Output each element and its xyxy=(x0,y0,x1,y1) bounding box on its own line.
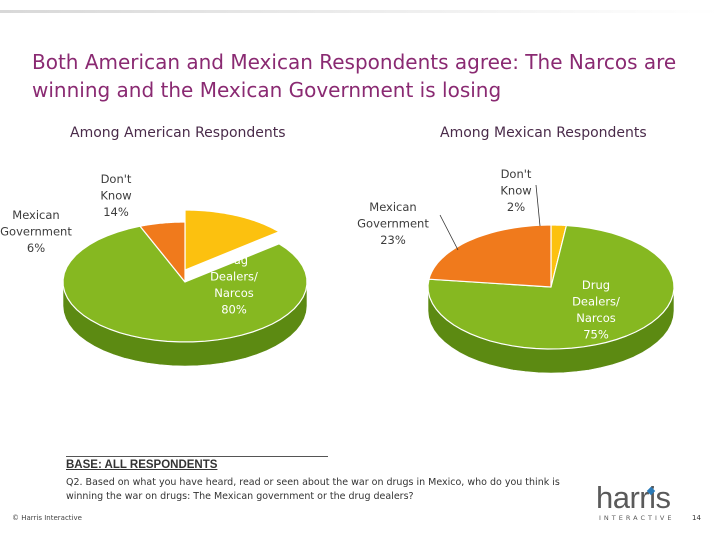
pie-american-label-2: Mexican Government 6% xyxy=(0,208,72,255)
pie-american-label-1-line-1: Dealers/ xyxy=(210,270,258,284)
pie-mexican-label-2: Mexican Government 23% xyxy=(357,200,429,247)
pie-mexican-label-0-line-1: Know xyxy=(500,184,531,198)
pie-mexican-slice-2 xyxy=(428,224,552,288)
pie-mexican-leader-0 xyxy=(535,184,541,227)
pie-mexican-label-0-line-2: 2% xyxy=(507,200,525,214)
top-divider xyxy=(0,10,720,13)
pie-mexican-label-2-line-0: Mexican xyxy=(369,200,416,214)
chart-title-mexican: Among Mexican Respondents xyxy=(440,125,647,141)
pie-american-label-0-line-0: Don't xyxy=(101,172,132,186)
question-text: Q2. Based on what you have heard, read o… xyxy=(66,477,560,502)
base-divider xyxy=(66,456,328,457)
pie-mexican-leader-1 xyxy=(439,214,459,251)
pie-mexican-label-1-line-3: 75% xyxy=(583,328,609,342)
pie-charts: Don't Know 14% Drug Dealers/Narcos 80% Mexican… xyxy=(0,167,675,374)
pie-american-slice-0 xyxy=(184,209,280,271)
harris-logo: harris INTERACTIVE xyxy=(596,480,691,526)
pie-american-label-2-line-1: Government xyxy=(0,225,72,239)
pie-mexican-label-2-line-1: Government xyxy=(357,217,429,231)
pie-american-label-1: Drug Dealers/Narcos 80% xyxy=(210,253,258,317)
pie-mexican-label-1-line-1: Dealers/ xyxy=(572,295,620,309)
pie-mexican-label-1-line-0: Drug xyxy=(582,278,610,292)
page-number: 14 xyxy=(692,514,701,522)
pie-american-label-0: Don't Know 14% xyxy=(100,172,132,219)
pie-american-label-2-line-2: 6% xyxy=(27,241,45,255)
pie-american-label-2-line-0: Mexican xyxy=(12,208,59,222)
pie-mexican-label-2-line-2: 23% xyxy=(380,233,406,247)
copyright: © Harris Interactive xyxy=(12,514,82,522)
pie-mexican-label-1: Drug Dealers/Narcos 75% xyxy=(572,278,620,342)
pie-american-slice-1 xyxy=(62,225,308,343)
pie-mexican-label-0: Don't Know 2% xyxy=(500,167,532,214)
logo-word: harris xyxy=(596,480,671,515)
pie-american-label-0-line-2: 14% xyxy=(103,205,129,219)
pie-mexican-label-0-line-0: Don't xyxy=(501,167,532,181)
logo-tagline: INTERACTIVE xyxy=(599,514,675,522)
pie-american-label-1-line-2: Narcos xyxy=(214,286,253,300)
chart-title-american: Among American Respondents xyxy=(70,125,286,141)
pie-mexican-label-1-line-2: Narcos xyxy=(576,311,615,325)
pie-american-slice-2 xyxy=(139,221,186,283)
page-title: Both American and Mexican Respondents ag… xyxy=(32,50,677,102)
base-title: BASE: ALL RESPONDENTS xyxy=(66,459,218,471)
pie-american-label-0-line-1: Know xyxy=(100,189,131,203)
pie-american-label-1-line-0: Drug xyxy=(220,253,248,267)
pie-american-label-1-line-3: 80% xyxy=(221,303,247,317)
